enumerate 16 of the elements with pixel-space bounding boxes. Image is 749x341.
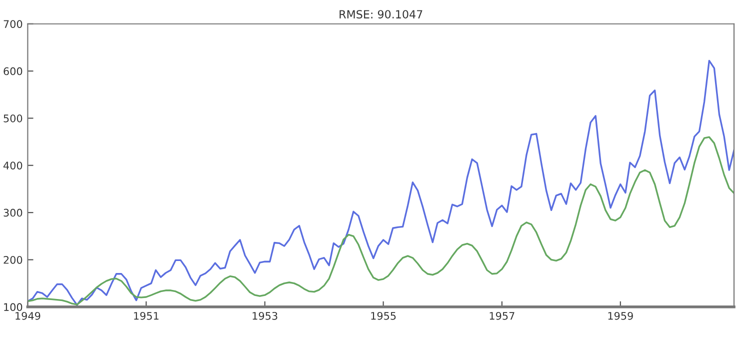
x-tick-label: 1949 <box>16 312 40 320</box>
line-series <box>28 136 734 306</box>
y-tick-label: 500 <box>4 114 22 122</box>
y-tick-label: 700 <box>4 20 22 28</box>
y-tick-label: 600 <box>4 67 22 76</box>
x-tick-label: 1951 <box>134 312 158 320</box>
y-tick-label: 100 <box>4 303 22 312</box>
x-tick-label: 1953 <box>252 312 278 320</box>
x-tick-label: 1957 <box>490 312 514 320</box>
chart-title: RMSE: 90.1047 <box>340 10 422 18</box>
y-tick-label: 400 <box>3 162 22 170</box>
y-tick-label: 300 <box>4 208 22 217</box>
y-tick-label: 200 <box>4 256 22 264</box>
line-series <box>28 60 734 306</box>
x-tick-label: 1955 <box>371 312 396 320</box>
x-tick-label: 1959 <box>608 312 633 320</box>
